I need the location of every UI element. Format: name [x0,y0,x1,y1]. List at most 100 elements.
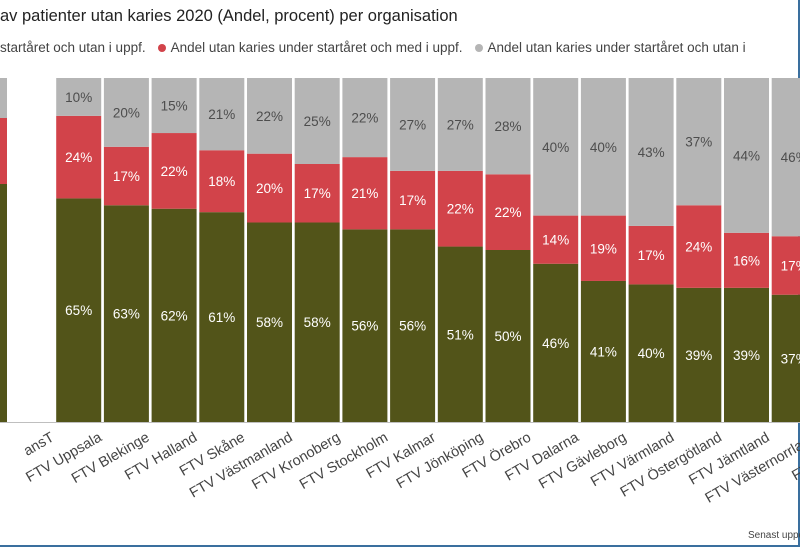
data-label-red-12: 19% [590,241,617,256]
data-label-dark-1: 65% [65,303,92,318]
data-label-dark-3: 62% [161,308,188,323]
bar-red-12 [580,215,626,281]
bar-gray-4 [199,78,245,151]
data-label-red-11: 14% [542,233,569,248]
data-label-gray-14: 37% [685,135,712,150]
bar-dark-0 [0,184,7,422]
bar-red-4 [199,150,245,213]
data-label-gray-2: 20% [113,105,140,120]
bar-gray-8 [390,78,436,171]
legend-item-red: Andel utan karies under startåret och me… [157,40,463,55]
legend-label-dark: startåret och utan i uppf. [0,40,146,55]
data-label-gray-13: 43% [638,145,665,160]
data-label-gray-11: 40% [542,140,569,155]
bar-gray-1 [56,78,102,116]
bar-dark-5 [247,222,292,422]
data-label-gray-15: 44% [733,148,760,163]
bar-gray-10 [485,78,531,175]
bar-gray-11 [533,78,579,216]
data-label-dark-10: 50% [494,329,521,344]
bar-red-7 [342,157,388,230]
bar-red-16 [771,236,800,295]
data-label-dark-2: 63% [113,307,140,322]
bar-red-13 [628,225,674,285]
data-label-red-16: 17% [781,258,800,273]
data-label-gray-7: 22% [351,111,378,126]
data-label-gray-5: 22% [256,109,283,124]
bar-gray-3 [151,78,197,134]
data-label-dark-8: 56% [399,319,426,334]
footnote: Senast uppd [748,530,800,541]
bar-gray-5 [247,78,292,154]
bar-gray-13 [628,78,674,226]
data-label-red-10: 22% [494,205,521,220]
data-label-gray-8: 27% [399,117,426,132]
data-label-red-3: 22% [161,164,188,179]
bar-red-9 [437,170,483,247]
bar-dark-11 [533,263,579,422]
data-label-red-4: 18% [208,174,235,189]
data-label-dark-5: 58% [256,315,283,330]
bar-gray-0 [0,78,7,118]
bar-dark-3 [151,208,197,422]
bar-gray-9 [437,78,483,171]
data-label-red-6: 17% [304,186,331,201]
bar-red-11 [533,215,579,264]
data-label-red-13: 17% [638,248,665,263]
data-label-gray-3: 15% [161,99,188,114]
bar-dark-4 [199,212,245,422]
bar-dark-16 [771,294,800,422]
legend-dot-gray [474,43,483,52]
data-label-dark-7: 56% [351,319,378,334]
bar-gray-12 [580,78,626,216]
data-label-dark-14: 39% [685,348,712,363]
data-label-gray-4: 21% [208,107,235,122]
data-label-gray-1: 10% [65,90,92,105]
chart-legend: startåret och utan i uppf. Andel utan ka… [0,40,758,55]
data-label-dark-4: 61% [208,310,235,325]
legend-label-red: Andel utan karies under startåret och me… [170,40,463,55]
bar-dark-14 [676,287,722,422]
bar-gray-7 [342,78,388,158]
data-label-red-8: 17% [399,193,426,208]
bar-red-0 [0,118,7,184]
bar-dark-8 [390,229,436,422]
legend-dot-red [157,43,166,52]
data-label-red-2: 17% [113,169,140,184]
legend-item-dark: startåret och utan i uppf. [0,40,146,55]
data-label-dark-9: 51% [447,327,474,342]
data-label-red-1: 24% [65,150,92,165]
bar-dark-1 [56,198,102,422]
bar-red-2 [103,146,149,206]
bar-red-14 [676,205,722,288]
bar-red-10 [485,174,531,250]
bar-dark-2 [103,205,149,422]
data-label-red-9: 22% [447,202,474,217]
data-label-gray-6: 25% [304,114,331,129]
bar-red-3 [151,133,197,209]
data-label-gray-10: 28% [494,119,521,134]
data-label-gray-12: 40% [590,140,617,155]
bar-gray-6 [294,78,340,164]
data-label-dark-15: 39% [733,348,760,363]
legend-item-gray: Andel utan karies under startåret och ut… [474,40,746,55]
data-label-red-7: 21% [351,186,378,201]
bar-red-15 [724,232,769,288]
data-label-dark-11: 46% [542,336,569,351]
data-label-dark-13: 40% [638,346,665,361]
data-label-red-15: 16% [733,253,760,268]
bar-dark-7 [342,229,388,422]
chart-title: av patienter utan karies 2020 (Andel, pr… [0,7,458,25]
bar-dark-15 [724,287,769,422]
data-label-red-14: 24% [685,240,712,255]
bar-dark-12 [580,280,626,422]
bar-red-5 [247,153,292,223]
bar-gray-15 [724,78,769,233]
bar-gray-14 [676,78,722,206]
data-label-dark-16: 37% [781,351,800,366]
bar-red-1 [56,115,102,199]
bar-red-8 [390,170,436,230]
legend-label-gray: Andel utan karies under startåret och ut… [487,40,746,55]
data-label-dark-6: 58% [304,315,331,330]
